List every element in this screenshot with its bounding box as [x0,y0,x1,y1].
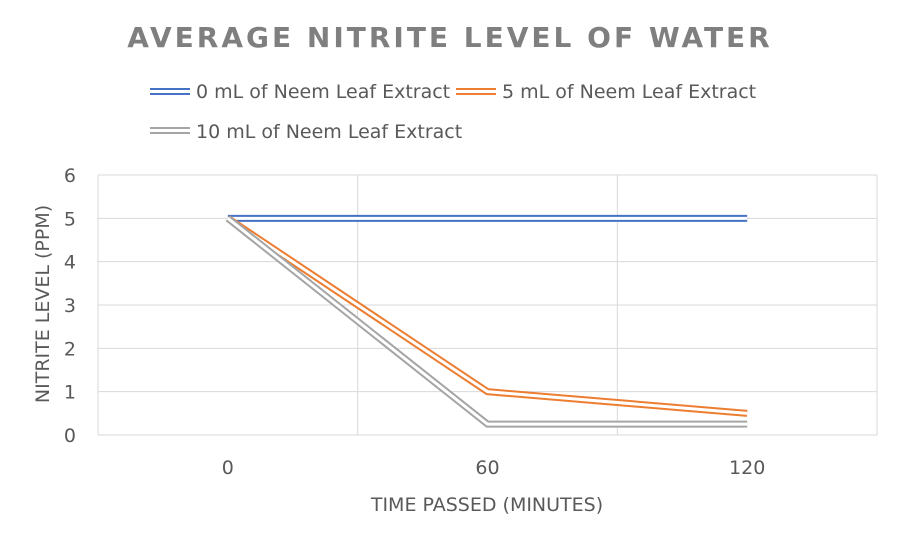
y-tick-label: 5 [64,208,76,230]
y-tick-label: 0 [64,425,76,447]
legend-label-0mL: 0 mL of Neem Leaf Extract [196,81,450,103]
x-tick-label: 60 [475,457,499,479]
legend-item-10mL: 10 mL of Neem Leaf Extract [150,121,462,143]
series-line-inner-1 [227,217,748,415]
y-tick-label: 6 [64,165,76,187]
legend-label-5mL: 5 mL of Neem Leaf Extract [502,81,756,103]
x-tick-label: 0 [222,457,234,479]
legend-item-5mL: 5 mL of Neem Leaf Extract [456,81,756,103]
chart-title: AVERAGE NITRITE LEVEL OF WATER [127,21,773,54]
legend-item-0mL: 0 mL of Neem Leaf Extract [150,81,450,103]
legend: 0 mL of Neem Leaf Extract 5 mL of Neem L… [150,81,756,143]
y-tick-label: 1 [64,382,76,404]
x-tick-label: 120 [729,457,765,479]
y-tick-label: 2 [64,338,76,360]
series-line-1 [225,215,748,417]
x-axis-title: TIME PASSED (MINUTES) [370,494,603,516]
y-tick-label: 4 [64,252,76,274]
y-axis-title: NITRITE LEVEL (PPM) [32,205,54,403]
y-tick-label: 3 [64,295,76,317]
legend-label-10mL: 10 mL of Neem Leaf Extract [196,121,462,143]
